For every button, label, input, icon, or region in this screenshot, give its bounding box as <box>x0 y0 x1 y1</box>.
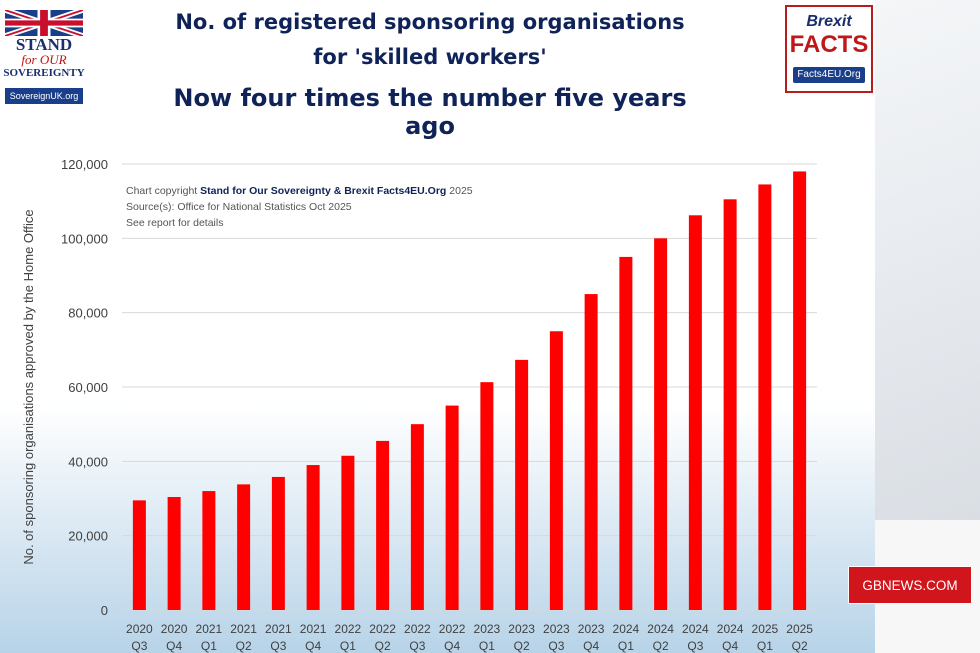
bar <box>167 497 181 610</box>
bar <box>202 491 216 610</box>
x-tick-label-quarter: Q2 <box>653 639 669 653</box>
copyright-note: Chart copyright Stand for Our Sovereignt… <box>126 183 473 199</box>
y-axis-label: No. of sponsoring organisations approved… <box>21 209 36 564</box>
logo-right-line1: Brexit <box>806 13 852 30</box>
x-tick-label-quarter: Q2 <box>236 639 252 653</box>
x-tick-label-year: 2022 <box>369 622 396 636</box>
x-tick-label-year: 2022 <box>335 622 362 636</box>
logo-right-line2: FACTS <box>789 31 869 58</box>
x-tick-label-quarter: Q4 <box>583 639 599 653</box>
x-tick-label-quarter: Q3 <box>548 639 564 653</box>
bar <box>306 465 320 610</box>
bar <box>410 424 424 610</box>
x-tick-label-year: 2023 <box>543 622 570 636</box>
x-tick-label-quarter: Q1 <box>618 639 634 653</box>
union-flag-icon <box>5 10 83 36</box>
x-tick-label-year: 2025 <box>786 622 813 636</box>
x-tick-label-year: 2022 <box>439 622 466 636</box>
bar <box>445 405 459 610</box>
x-tick-label-quarter: Q4 <box>305 639 321 653</box>
x-tick-label-quarter: Q1 <box>201 639 217 653</box>
chart-title: No. of registered sponsoring organisatio… <box>175 10 685 34</box>
x-tick-label-quarter: Q2 <box>514 639 530 653</box>
x-tick-label-quarter: Q3 <box>270 639 286 653</box>
x-tick-label-year: 2021 <box>300 622 327 636</box>
brexit-facts-logo: Brexit FACTS Facts4EU.Org <box>785 5 873 93</box>
bar-chart: 0 20,000 40,000 60,000 80,000 100,000 120,000 N… <box>21 157 817 653</box>
x-tick-label-year: 2022 <box>404 622 431 636</box>
x-tick-label-year: 2025 <box>752 622 779 636</box>
logo-left-line2: for OUR <box>21 52 67 67</box>
x-tick-label-year: 2023 <box>578 622 605 636</box>
stand-for-our-sovereignty-logo: STAND for OUR SOVEREIGNTY SovereignUK.or… <box>2 8 86 106</box>
x-tick-label-quarter: Q2 <box>792 639 808 653</box>
x-tick-label-year: 2024 <box>647 622 674 636</box>
bar <box>271 476 285 610</box>
y-tick-label: 80,000 <box>68 306 108 321</box>
y-tick-label: 120,000 <box>61 157 108 172</box>
x-tick-label-year: 2024 <box>613 622 640 636</box>
y-tick-label: 0 <box>101 603 108 618</box>
bar <box>132 500 146 610</box>
bar <box>654 238 668 611</box>
bar <box>515 359 529 610</box>
x-tick-label-year: 2024 <box>682 622 709 636</box>
y-tick-label: 60,000 <box>68 380 108 395</box>
bar <box>619 256 633 610</box>
logo-left-line3: SOVEREIGNTY <box>3 67 85 79</box>
y-tick-label: 20,000 <box>68 529 108 544</box>
bar <box>480 382 494 610</box>
chart-title-line2: for 'skilled workers' <box>313 45 547 69</box>
logo-left-line1: STAND <box>15 35 73 54</box>
gbnews-badge: GBNEWS.COM <box>848 566 972 604</box>
x-tick-label-year: 2020 <box>161 622 188 636</box>
x-tick-label-year: 2024 <box>717 622 744 636</box>
background-panel <box>875 0 980 653</box>
x-tick-label-quarter: Q3 <box>409 639 425 653</box>
bar <box>723 199 737 610</box>
x-tick-label-quarter: Q1 <box>479 639 495 653</box>
x-tick-label-year: 2021 <box>196 622 223 636</box>
x-tick-label-year: 2020 <box>126 622 153 636</box>
logo-left-url: SovereignUK.org <box>5 88 83 104</box>
bar <box>341 455 355 610</box>
report-note: See report for details <box>126 217 224 229</box>
copyright-owner: Stand for Our Sovereignty & Brexit Facts… <box>200 185 447 197</box>
bar <box>584 294 598 610</box>
x-tick-label-year: 2023 <box>508 622 535 636</box>
bar <box>376 440 390 610</box>
copyright-prefix: Chart copyright <box>126 185 198 197</box>
x-tick-label-year: 2023 <box>474 622 501 636</box>
x-tick-label-quarter: Q1 <box>340 639 356 653</box>
x-tick-label-quarter: Q3 <box>687 639 703 653</box>
x-tick-label-quarter: Q1 <box>757 639 773 653</box>
bar <box>758 184 772 611</box>
x-tick-label-year: 2021 <box>265 622 292 636</box>
copyright-year: 2025 <box>449 185 473 197</box>
bar <box>549 331 563 610</box>
source-note: Source(s): Office for National Statistic… <box>126 201 352 213</box>
chart-notes: Chart copyright Stand for Our Sovereignt… <box>126 183 473 231</box>
bar <box>793 171 807 610</box>
x-tick-label-quarter: Q4 <box>444 639 460 653</box>
y-tick-label: 40,000 <box>68 454 108 469</box>
x-tick-label-year: 2021 <box>230 622 257 636</box>
logo-right-url: Facts4EU.Org <box>793 67 865 83</box>
x-tick-label-quarter: Q2 <box>375 639 391 653</box>
bar <box>237 484 251 610</box>
bar <box>688 215 702 611</box>
chart-subtitle: Now four times the number five years ago <box>173 84 687 140</box>
x-tick-label-quarter: Q3 <box>131 639 147 653</box>
x-tick-label-quarter: Q4 <box>722 639 738 653</box>
x-tick-label-quarter: Q4 <box>166 639 182 653</box>
y-tick-label: 100,000 <box>61 231 108 246</box>
